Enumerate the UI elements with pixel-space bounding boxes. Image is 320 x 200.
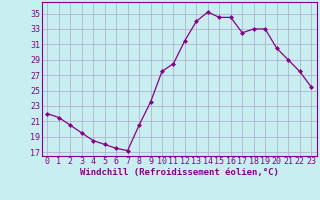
X-axis label: Windchill (Refroidissement éolien,°C): Windchill (Refroidissement éolien,°C)	[80, 168, 279, 177]
